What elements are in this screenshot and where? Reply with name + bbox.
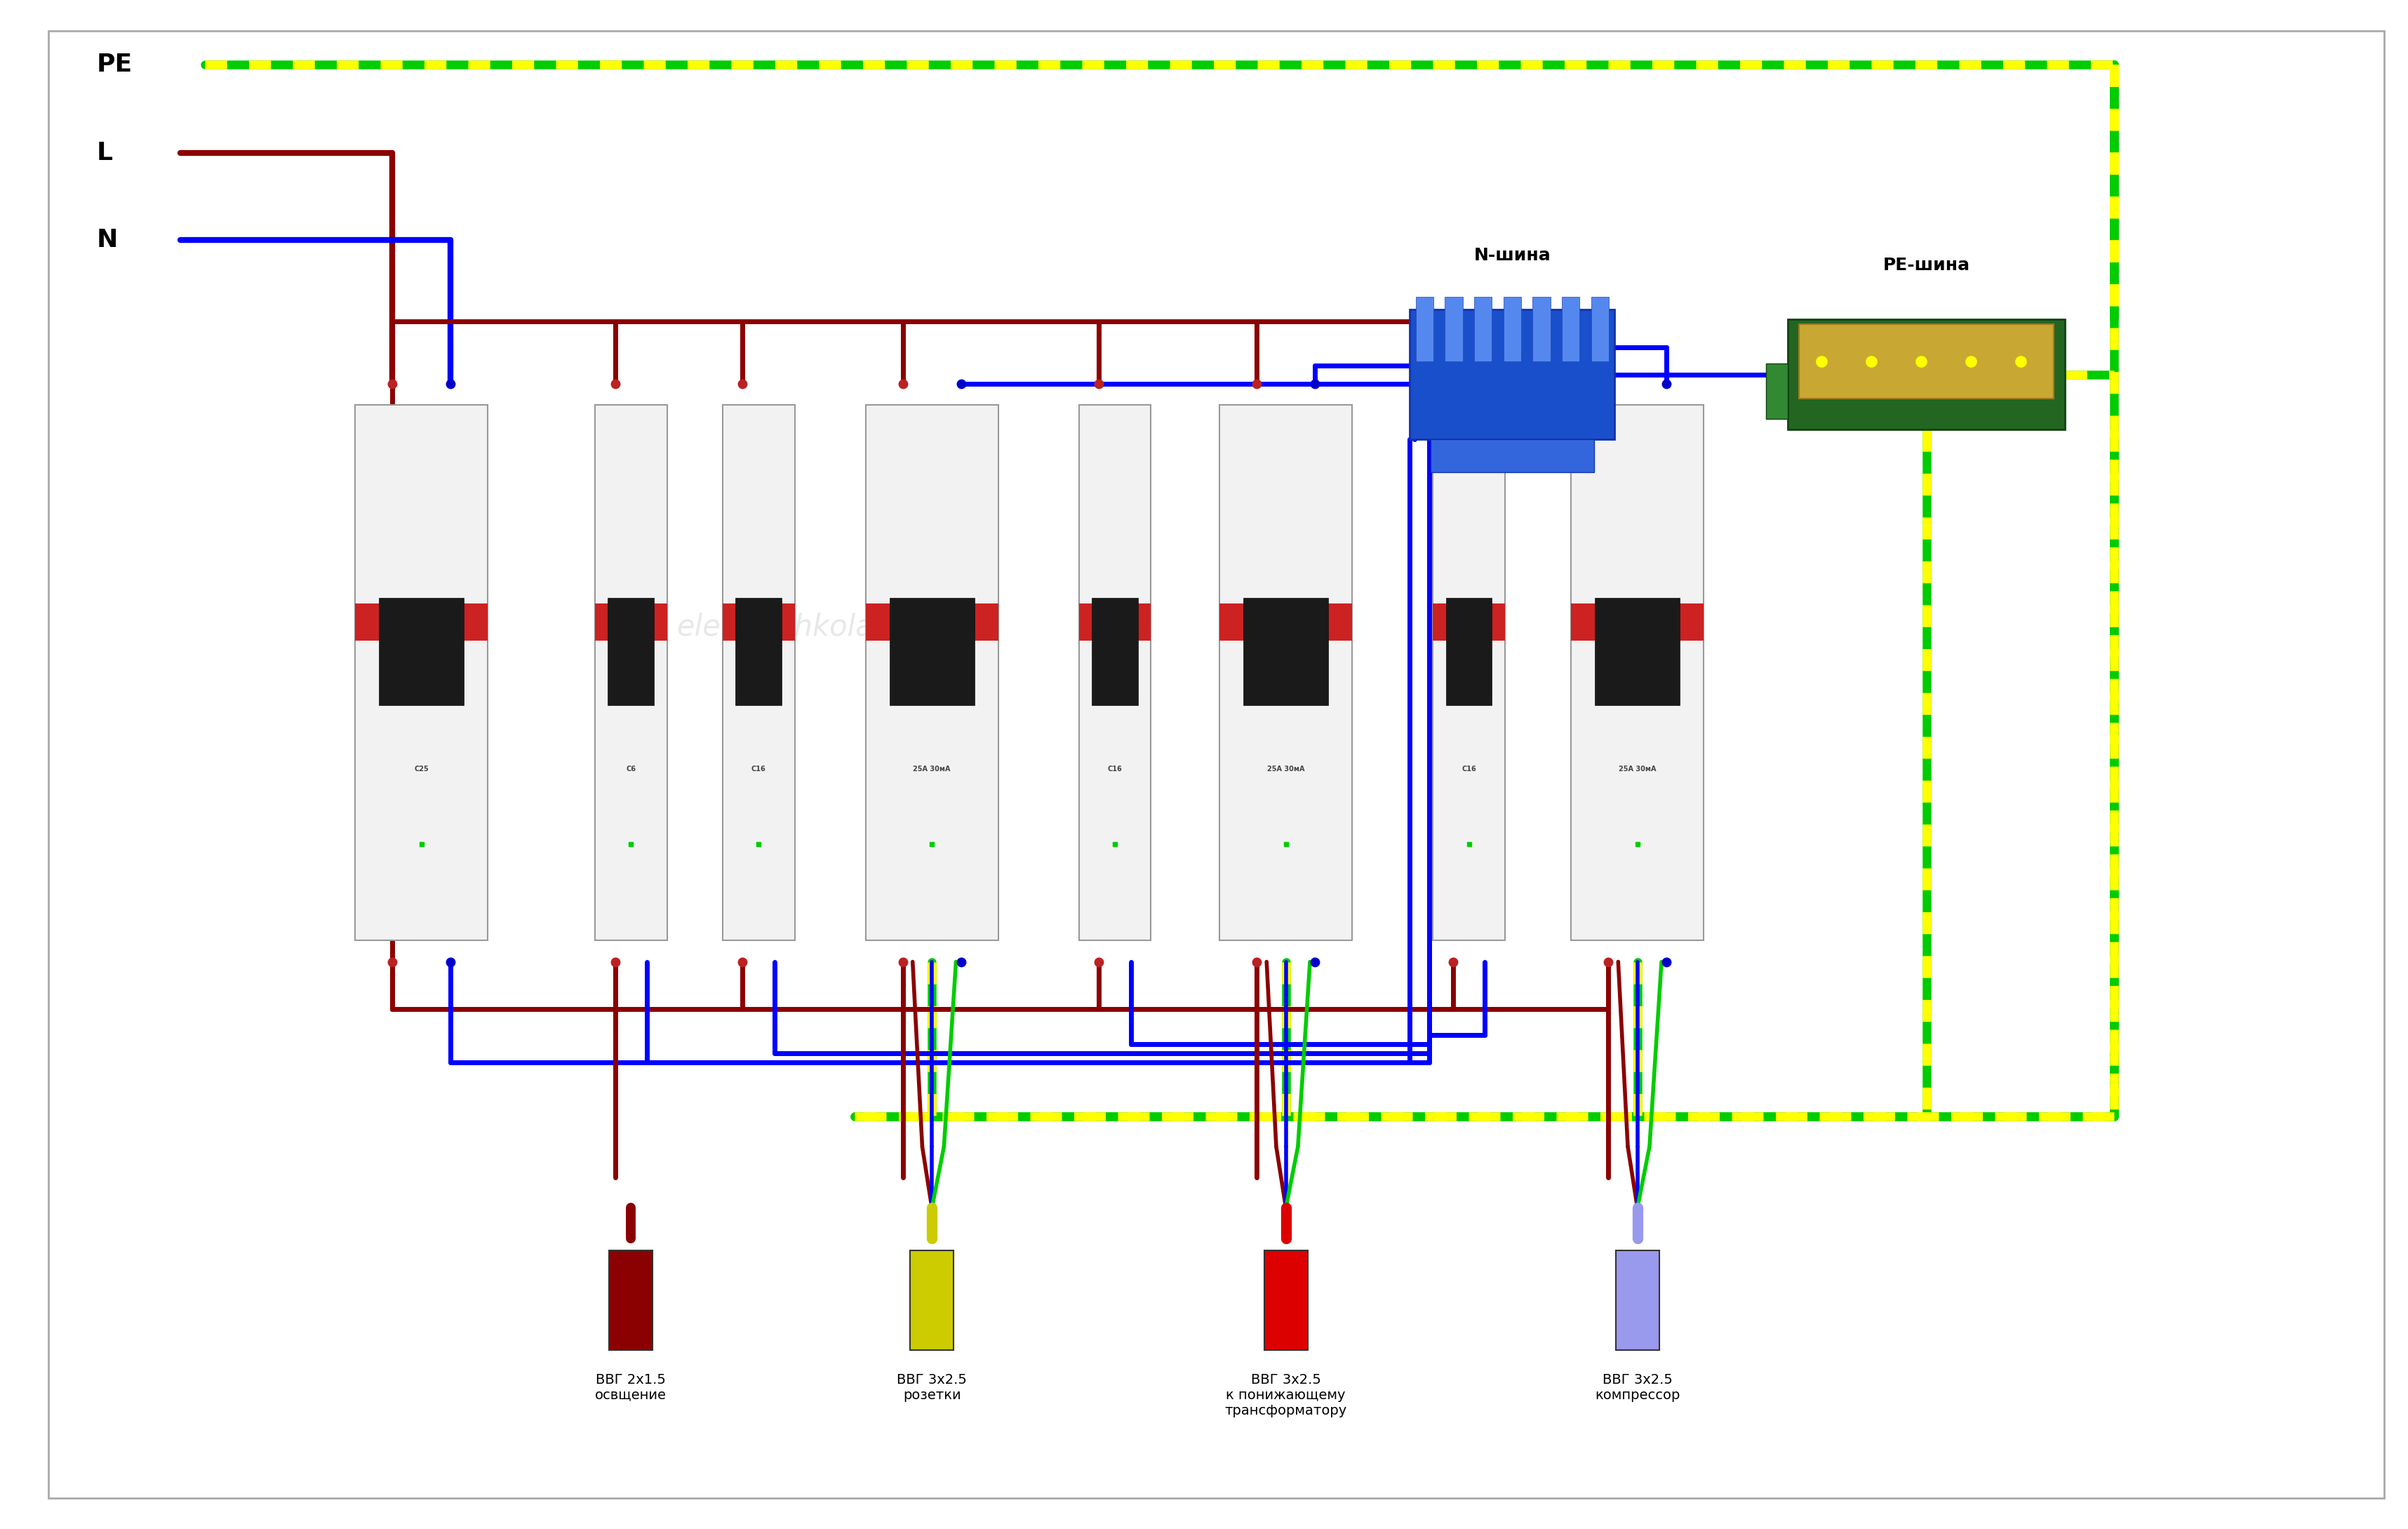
Bar xyxy=(734,598,783,705)
Bar xyxy=(1616,1251,1659,1350)
Text: С16: С16 xyxy=(751,766,766,772)
Bar xyxy=(722,405,795,940)
Bar xyxy=(609,1251,653,1350)
Bar xyxy=(1787,320,2066,430)
Bar xyxy=(867,405,997,940)
Text: N: N xyxy=(96,228,118,252)
Bar xyxy=(867,604,997,641)
Bar xyxy=(1445,297,1462,362)
Bar xyxy=(1416,297,1433,362)
Bar xyxy=(1243,598,1329,705)
Text: 25А 30мА: 25А 30мА xyxy=(1618,766,1657,772)
Bar xyxy=(1765,364,1787,419)
Bar xyxy=(1079,604,1151,641)
Bar xyxy=(356,604,486,641)
Text: ВВГ 2х1.5
освщение: ВВГ 2х1.5 освщение xyxy=(595,1373,667,1402)
Text: N-шина: N-шина xyxy=(1474,246,1551,263)
Bar xyxy=(1474,297,1493,362)
Bar xyxy=(1799,324,2054,399)
Bar xyxy=(595,604,667,641)
Bar xyxy=(378,598,465,705)
Text: С16: С16 xyxy=(1108,766,1122,772)
Bar xyxy=(356,405,486,940)
Text: PE-шина: PE-шина xyxy=(1883,257,1970,274)
Bar xyxy=(1563,297,1580,362)
Text: С6: С6 xyxy=(626,766,636,772)
Bar xyxy=(1411,309,1613,439)
Bar xyxy=(1572,405,1705,940)
Bar xyxy=(889,598,975,705)
Bar xyxy=(607,598,655,705)
Bar xyxy=(1264,1251,1308,1350)
Text: elektroshkola.ru: elektroshkola.ru xyxy=(677,612,913,642)
Text: ВВГ 3х2.5
розетки: ВВГ 3х2.5 розетки xyxy=(896,1373,968,1402)
Text: ВВГ 3х2.5
компрессор: ВВГ 3х2.5 компрессор xyxy=(1594,1373,1681,1402)
Text: ВВГ 3х2.5
к понижающему
трансформатору: ВВГ 3х2.5 к понижающему трансформатору xyxy=(1226,1373,1346,1417)
Bar xyxy=(1430,439,1594,472)
Bar xyxy=(1594,598,1681,705)
Text: PE: PE xyxy=(96,52,132,76)
Bar xyxy=(722,604,795,641)
Bar xyxy=(1221,405,1353,940)
Bar xyxy=(1091,598,1139,705)
Text: С16: С16 xyxy=(1462,766,1476,772)
Text: С25: С25 xyxy=(414,766,429,772)
Bar xyxy=(1531,297,1551,362)
Text: 25А 30мА: 25А 30мА xyxy=(1267,766,1305,772)
Bar xyxy=(1079,405,1151,940)
Bar xyxy=(595,405,667,940)
Text: 25А 30мА: 25А 30мА xyxy=(913,766,951,772)
Bar xyxy=(910,1251,954,1350)
Bar xyxy=(1433,604,1505,641)
Bar xyxy=(1221,604,1353,641)
Text: L: L xyxy=(96,141,113,165)
Bar xyxy=(1433,405,1505,940)
Bar xyxy=(1572,604,1705,641)
Bar xyxy=(1503,297,1522,362)
Bar xyxy=(1445,598,1493,705)
Bar xyxy=(1592,297,1609,362)
